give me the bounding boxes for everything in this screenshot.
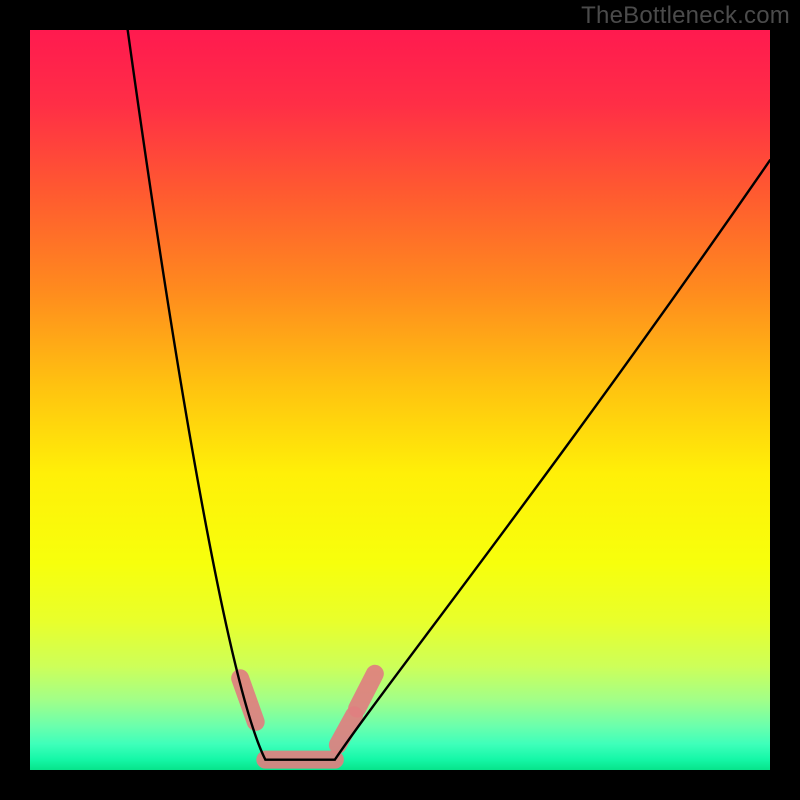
gradient-background: [30, 30, 770, 770]
bottleneck-chart-svg: [0, 0, 800, 800]
chart-frame: TheBottleneck.com: [0, 0, 800, 800]
